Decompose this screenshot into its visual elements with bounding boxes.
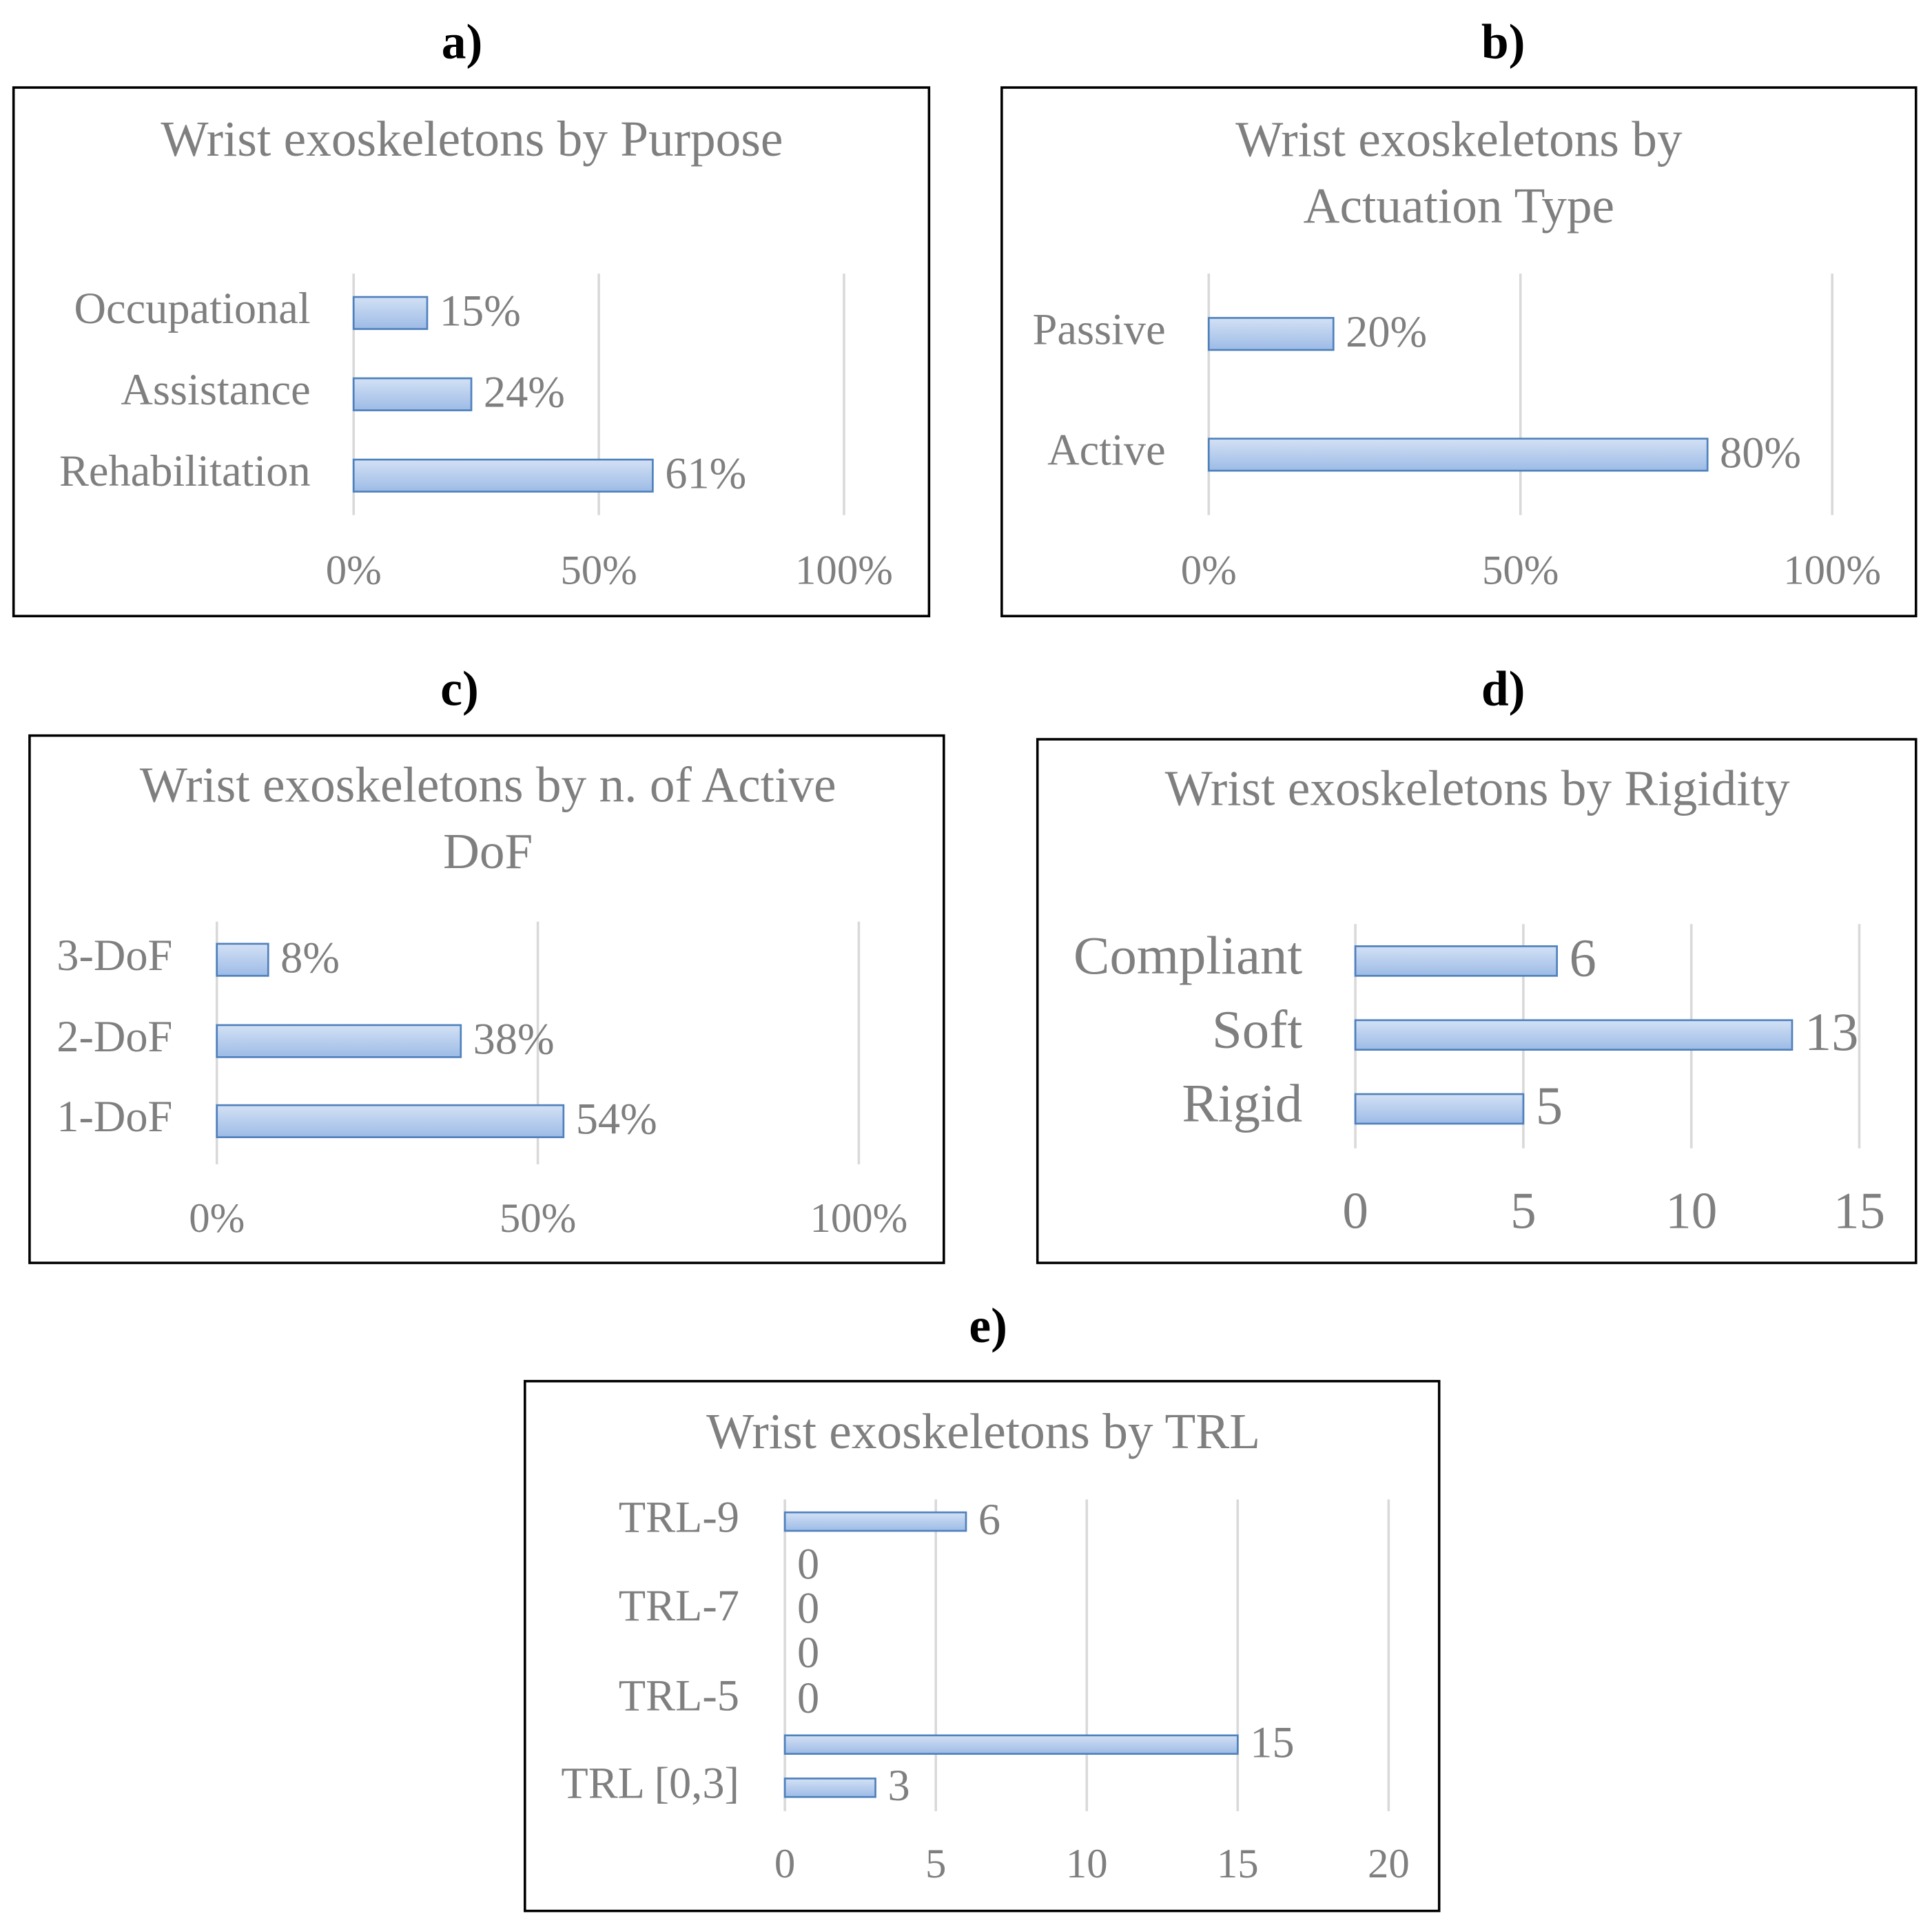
bar xyxy=(1354,1093,1525,1125)
bar xyxy=(1354,1019,1794,1051)
y-tick-label: 2-DoF xyxy=(56,1012,172,1061)
y-tick-label: TRL-5 xyxy=(619,1671,739,1720)
value-label: 38% xyxy=(473,1015,555,1064)
panel-label: a) xyxy=(442,14,483,69)
y-tick-label: Active xyxy=(1047,426,1166,475)
x-tick-label: 50% xyxy=(500,1195,576,1241)
y-tick-label: TRL-7 xyxy=(619,1581,739,1630)
x-tick-label: 0% xyxy=(326,547,382,593)
x-tick-label: 15 xyxy=(1217,1841,1259,1887)
chart-frame xyxy=(12,86,931,617)
value-label: 13 xyxy=(1805,1002,1859,1062)
x-tick-label: 5 xyxy=(1510,1182,1537,1239)
chart-title: Wrist exoskeletons by Actuation Type xyxy=(1235,111,1683,234)
bar xyxy=(1207,317,1335,351)
value-label: 20% xyxy=(1346,307,1427,356)
y-tick-label: Compliant xyxy=(1073,926,1302,986)
value-label: 80% xyxy=(1720,428,1801,477)
x-tick-label: 0 xyxy=(1342,1182,1368,1239)
chart-title: Wrist exoskeletons by Purpose xyxy=(161,111,783,167)
bar xyxy=(1207,437,1709,472)
x-tick-label: 15 xyxy=(1833,1182,1885,1239)
value-label: 15 xyxy=(1250,1718,1294,1767)
bar xyxy=(216,1024,462,1058)
bar xyxy=(216,1104,565,1138)
chart-title: Wrist exoskeletons by n. of Active DoF xyxy=(140,756,836,879)
chart-frame xyxy=(28,734,945,1264)
chart-frame xyxy=(1036,738,1918,1264)
y-tick-label: TRL-9 xyxy=(619,1492,739,1541)
bar xyxy=(352,377,473,411)
value-label: 15% xyxy=(440,287,521,336)
bar xyxy=(783,1734,1239,1755)
y-tick-label: Rigid xyxy=(1182,1074,1302,1134)
x-tick-label: 5 xyxy=(925,1841,946,1887)
value-label: 24% xyxy=(484,368,565,417)
y-tick-label: Occupational xyxy=(74,284,311,333)
panel-label: e) xyxy=(969,1299,1007,1353)
value-label: 0 xyxy=(797,1584,819,1633)
chart-frame xyxy=(524,1379,1441,1913)
x-tick-label: 50% xyxy=(1482,547,1559,593)
x-tick-label: 0 xyxy=(774,1841,795,1887)
value-label: 0 xyxy=(797,1539,819,1588)
value-label: 54% xyxy=(576,1095,657,1144)
x-tick-label: 100% xyxy=(795,547,893,593)
value-label: 61% xyxy=(665,449,746,498)
y-tick-label: Passive xyxy=(1033,305,1166,353)
value-label: 8% xyxy=(280,933,340,982)
value-label: 0 xyxy=(797,1628,819,1677)
x-tick-label: 20 xyxy=(1368,1841,1410,1887)
bar xyxy=(352,458,654,493)
x-tick-label: 0% xyxy=(1181,547,1237,593)
chart-frame xyxy=(1000,86,1918,617)
chart-title: Wrist exoskeletons by Rigidity xyxy=(1165,761,1790,816)
y-tick-label: Assistance xyxy=(121,365,310,414)
bar xyxy=(783,1511,967,1532)
value-label: 6 xyxy=(1570,929,1596,989)
value-label: 6 xyxy=(978,1495,1000,1544)
panel-label: d) xyxy=(1481,661,1525,716)
bar xyxy=(1354,945,1558,977)
y-tick-label: 1-DoF xyxy=(56,1092,172,1141)
chart-title: Wrist exoskeletons by TRL xyxy=(706,1403,1260,1459)
value-label: 5 xyxy=(1536,1076,1563,1136)
x-tick-label: 100% xyxy=(810,1195,907,1241)
y-tick-label: Rehabilitation xyxy=(59,446,311,495)
x-tick-label: 100% xyxy=(1783,547,1881,593)
bar xyxy=(783,1777,876,1798)
bar xyxy=(216,942,269,977)
panel-label: c) xyxy=(440,661,479,716)
value-label: 3 xyxy=(887,1761,910,1810)
x-tick-label: 10 xyxy=(1066,1841,1108,1887)
y-tick-label: Soft xyxy=(1212,1000,1302,1060)
x-tick-label: 0% xyxy=(189,1195,245,1241)
y-tick-label: 3-DoF xyxy=(56,931,172,980)
x-tick-label: 50% xyxy=(560,547,637,593)
y-tick-label: TRL [0,3] xyxy=(561,1759,739,1808)
bar xyxy=(352,296,429,330)
x-tick-label: 10 xyxy=(1665,1182,1717,1239)
panel-label: b) xyxy=(1481,14,1525,69)
value-label: 0 xyxy=(797,1673,819,1722)
